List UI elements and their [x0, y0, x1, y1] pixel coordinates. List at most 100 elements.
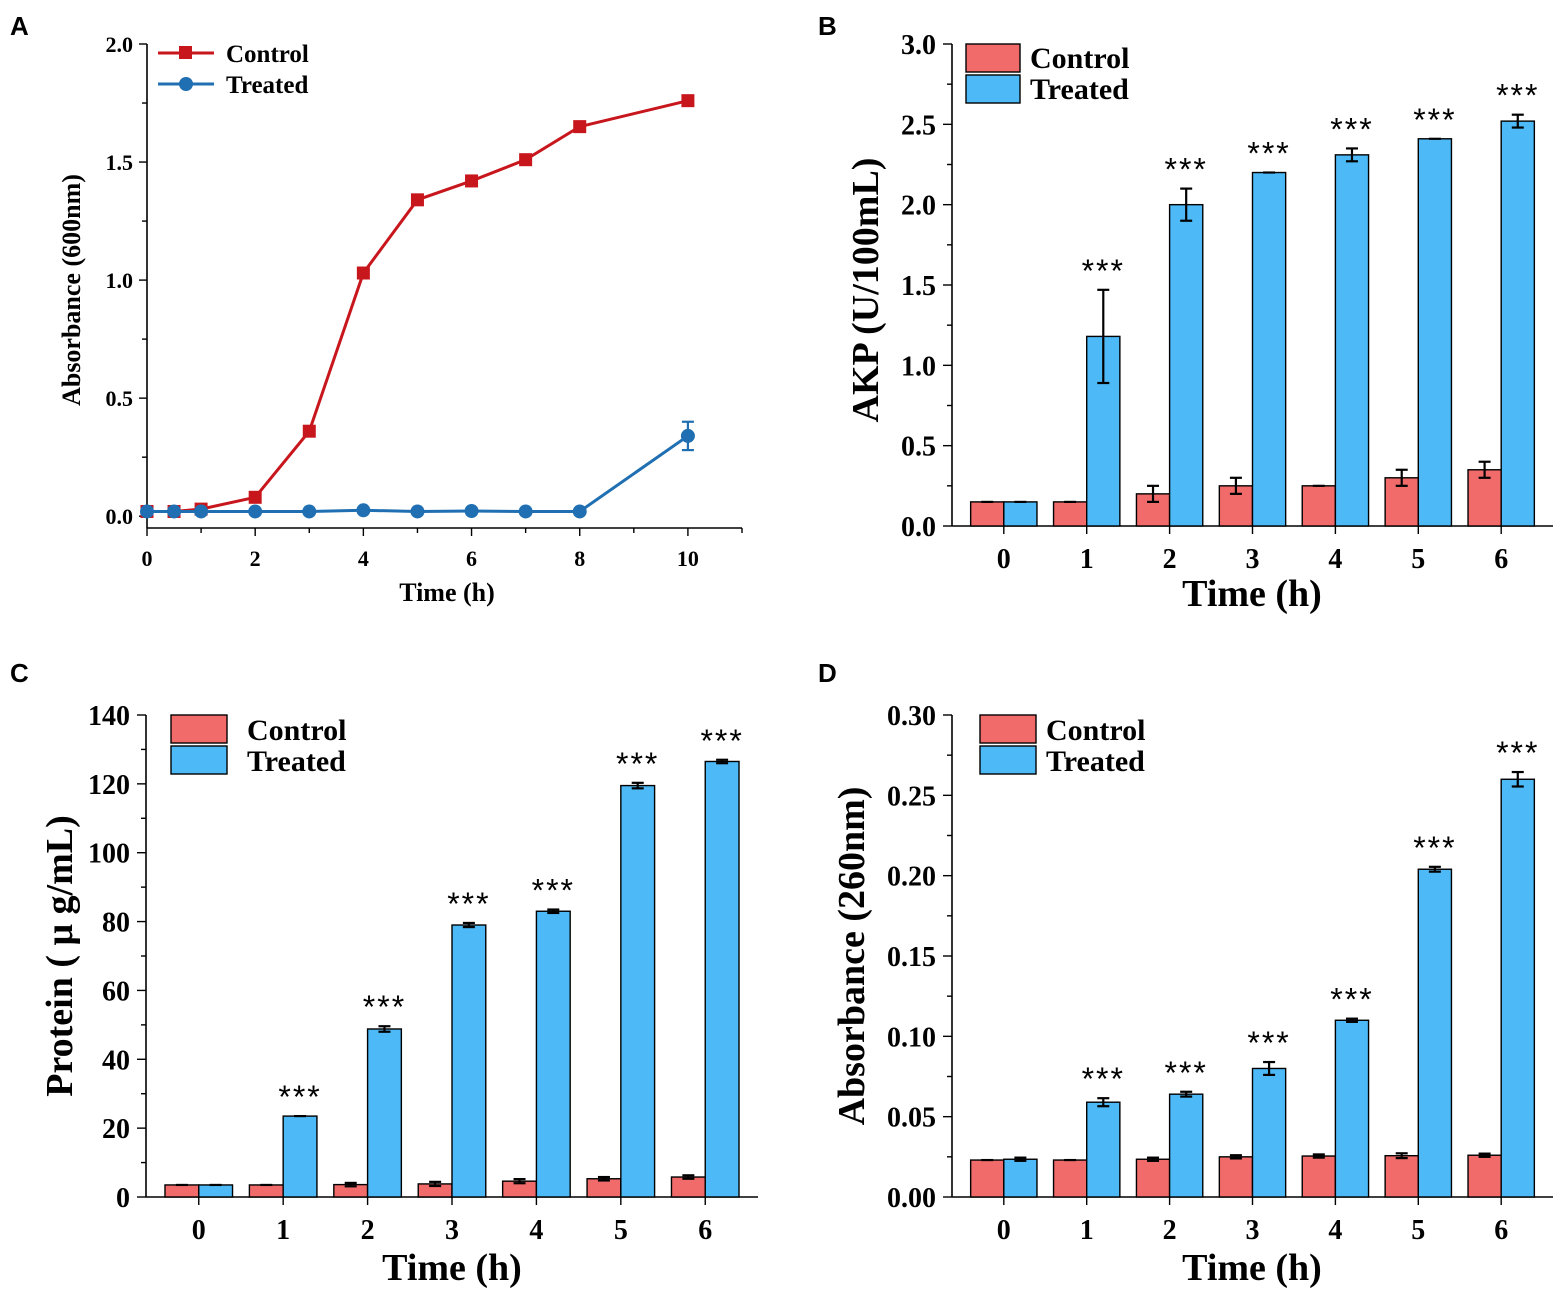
bar-control [1218, 1156, 1254, 1198]
bar-treated [1334, 1019, 1370, 1198]
data-point [167, 504, 182, 519]
x-axis-label: Time (h) [382, 1247, 522, 1289]
data-point [410, 193, 424, 207]
x-tick-label: 0 [997, 1215, 1011, 1246]
significance-label: *** [1165, 152, 1208, 188]
legend-marker-treated [179, 77, 193, 91]
series-line-control [147, 99, 689, 513]
bar-treated [535, 910, 571, 1198]
x-tick-label: 0 [192, 1215, 206, 1246]
legend-swatch-treated [170, 745, 228, 775]
x-tick-label: 2 [361, 1215, 375, 1246]
significance-label: *** [700, 723, 743, 759]
data-point [410, 504, 425, 519]
data-point [572, 504, 587, 519]
legend-swatch-treated [979, 745, 1037, 775]
data-point [518, 504, 533, 519]
bar-treated [198, 1184, 234, 1198]
x-tick-label: 6 [698, 1215, 712, 1246]
legend-swatch-control [965, 43, 1021, 73]
y-tick-label: 20 [102, 1114, 130, 1145]
legend: Control Treated [158, 41, 309, 99]
data-point [194, 504, 209, 519]
y-tick-label: 0.20 [887, 862, 936, 893]
legend-label-control: Control [247, 714, 346, 747]
data-point [248, 490, 262, 504]
y-tick-label: 3.0 [901, 30, 936, 61]
significance-label: *** [532, 873, 575, 909]
y-tick-label: 2.0 [901, 191, 936, 222]
x-tick-label: 1 [1080, 544, 1094, 575]
bar-control [1052, 1159, 1088, 1198]
legend-marker-control [179, 46, 192, 59]
y-tick-label: 0.5 [106, 386, 134, 411]
x-tick-label: 3 [445, 1215, 459, 1246]
x-tick-label: 3 [1246, 1215, 1260, 1246]
x-tick-label: 4 [529, 1215, 543, 1246]
bar-treated [704, 760, 740, 1198]
x-tick-label: 2 [1163, 544, 1177, 575]
y-axis-label: Absorbance (600nm) [57, 174, 86, 406]
x-tick-label: 1 [1080, 1215, 1094, 1246]
y-tick-label: 100 [88, 839, 130, 870]
bar-treated [1003, 1158, 1038, 1198]
legend-label-control: Control [226, 41, 309, 68]
bar-control [1135, 1158, 1171, 1198]
bar-treated [1168, 203, 1204, 527]
bar-control [1301, 1155, 1337, 1198]
bar-treated [1251, 171, 1287, 527]
legend-label-control: Control [1046, 714, 1145, 747]
x-tick-label: 8 [574, 546, 585, 571]
data-point [302, 424, 316, 438]
data-point [140, 504, 154, 519]
bar-treated [366, 1028, 403, 1198]
data-point [681, 94, 695, 108]
y-tick-label: 0.0 [901, 512, 936, 543]
bar-treated [1251, 1067, 1287, 1198]
bar-control [164, 1184, 200, 1198]
y-axis-label: Absorbance (260nm) [831, 787, 873, 1126]
y-tick-label: 2.5 [901, 110, 936, 141]
bar-treated [1500, 120, 1536, 527]
significance-label: *** [616, 746, 659, 782]
legend: Control Treated [170, 714, 346, 778]
y-tick-label: 0.5 [901, 432, 936, 463]
significance-label: *** [447, 886, 490, 922]
x-tick-label: 4 [358, 546, 369, 571]
panel-label: A [10, 11, 29, 41]
bar-treated [620, 784, 656, 1198]
y-tick-label: 140 [88, 701, 130, 732]
x-tick-label: 5 [1411, 544, 1425, 575]
series-line-treated [147, 434, 689, 513]
legend-label-control: Control [1030, 42, 1129, 75]
y-tick-label: 0.00 [887, 1183, 936, 1214]
data-point [356, 266, 370, 280]
x-tick-label: 0 [997, 544, 1011, 575]
bar-control [969, 1159, 1005, 1198]
legend-swatch-control [170, 714, 228, 744]
legend-label-treated: Treated [226, 72, 308, 99]
bar-treated [451, 924, 487, 1198]
y-tick-label: 40 [102, 1045, 130, 1076]
plot-area: 0.0 0.5 1.0 1.5 2.0 2.5 3.0 0 1 *** 2 *** 3 *** 4 *** 5 *… [901, 30, 1553, 575]
panel-label: C [10, 658, 29, 688]
significance-label: *** [1330, 982, 1373, 1018]
bar-control [1301, 485, 1337, 527]
legend-label-treated: Treated [247, 745, 346, 778]
significance-label: *** [1496, 735, 1539, 771]
x-tick-label: 4 [1328, 1215, 1342, 1246]
y-tick-label: 0.0 [106, 504, 134, 529]
y-tick-label: 80 [102, 908, 130, 939]
y-tick-label: 60 [102, 976, 130, 1007]
significance-label: *** [278, 1079, 321, 1115]
panel-c: C 0 20 40 60 80 100 120 140 0 1 *** 2 *** 3 *** 4 *** 5 **… [10, 658, 758, 1289]
legend-swatch-treated [965, 74, 1021, 104]
significance-label: *** [363, 989, 406, 1025]
significance-label: *** [1413, 102, 1456, 138]
x-tick-label: 10 [677, 546, 699, 571]
panel-label: D [818, 658, 837, 688]
x-tick-label: 6 [466, 546, 477, 571]
y-tick-label: 0.15 [887, 942, 936, 973]
bar-treated [1417, 868, 1453, 1198]
significance-label: *** [1082, 1061, 1125, 1097]
